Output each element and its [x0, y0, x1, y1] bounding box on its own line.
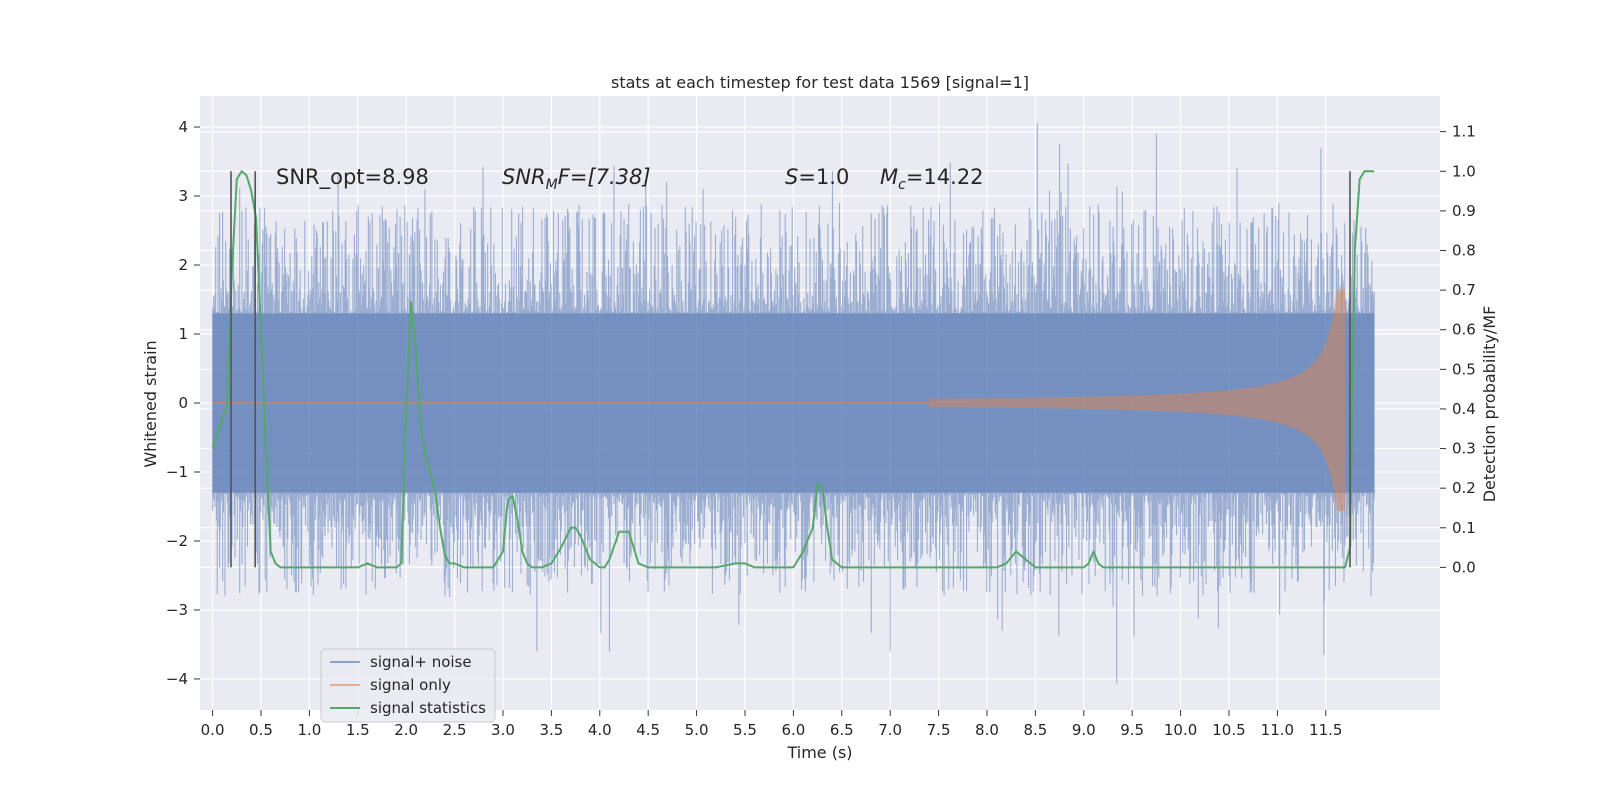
- x-tick-label: 6.5: [830, 721, 854, 739]
- x-tick-label: 10.0: [1164, 721, 1197, 739]
- legend: signal+ noise signal only signal statist…: [320, 648, 496, 723]
- x-tick-label: 11.5: [1309, 721, 1342, 739]
- vertical-markers: [230, 171, 1351, 568]
- annotation-s: S=1.0: [785, 165, 849, 189]
- y-tick-label-right: 0.7: [1452, 281, 1476, 299]
- annotation-mc-subscript: c: [898, 177, 906, 193]
- x-tick-label: 4.0: [588, 721, 612, 739]
- y-tick-label-right: 0.8: [1452, 241, 1476, 259]
- x-tick-label: 10.5: [1212, 721, 1245, 739]
- x-axis-label: Time (s): [786, 743, 852, 762]
- stats-line: [211, 170, 1375, 569]
- x-tick-label: 0.5: [249, 721, 273, 739]
- x-tick-label: 11.0: [1261, 721, 1294, 739]
- annotation-snr-opt: SNR_opt=8.98: [276, 165, 429, 190]
- y-tick-label-right: 0.3: [1452, 440, 1476, 458]
- y-tick-label-right: 0.6: [1452, 321, 1476, 339]
- annotation-snr-mf: SNRMF=[7.38]: [502, 165, 651, 193]
- annotation-mc: Mc=14.22: [880, 165, 984, 193]
- y-tick-label-right: 0.1: [1452, 519, 1476, 537]
- x-tick-label: 1.0: [297, 721, 321, 739]
- y-tick-label-right: 0.0: [1452, 558, 1476, 576]
- annotation-s-value: =1.0: [798, 165, 849, 189]
- y-tick-label: 2: [178, 256, 188, 274]
- y-tick-label: 0: [178, 394, 188, 412]
- x-tick-label: 5.5: [733, 721, 757, 739]
- annotation-snr-mf-subscript: M: [546, 177, 558, 193]
- y-tick-label-right: 0.9: [1452, 202, 1476, 220]
- axis-ticks: 0.0 0.5 1.0 1.5 2.0 2.5 3.0 3.5 4.0 4.5 5.0 5.5 6.0 6…: [166, 118, 1476, 739]
- x-tick-label: 4.5: [636, 721, 660, 739]
- x-tick-label: 9.0: [1072, 721, 1096, 739]
- y-tick-label-right: 0.4: [1452, 400, 1476, 418]
- x-tick-label: 3.5: [539, 721, 563, 739]
- x-tick-label: 8.0: [975, 721, 999, 739]
- x-tick-label: 7.5: [927, 721, 951, 739]
- annotation-mc-value: =14.22: [906, 165, 984, 189]
- y-tick-label: 1: [178, 325, 188, 343]
- y-tick-label: 4: [178, 118, 188, 136]
- legend-label-signal-only: signal only: [370, 676, 451, 694]
- series-signal-statistics: [211, 170, 1375, 569]
- chart-title: stats at each timestep for test data 156…: [611, 73, 1029, 92]
- annotation-mc-symbol: M: [880, 165, 898, 189]
- legend-label-signal-noise: signal+ noise: [370, 653, 472, 671]
- signal-chirp: [928, 289, 1346, 512]
- y-tick-label: −3: [166, 601, 188, 619]
- y-tick-label: −1: [166, 463, 188, 481]
- legend-label-signal-statistics: signal statistics: [370, 699, 486, 717]
- x-tick-label: 2.5: [443, 721, 467, 739]
- x-tick-label: 2.0: [394, 721, 418, 739]
- x-tick-label: 7.0: [878, 721, 902, 739]
- x-tick-label: 6.0: [781, 721, 805, 739]
- y-tick-label: −4: [166, 670, 188, 688]
- y-axis-label-right: Detection probability/MF: [1480, 306, 1499, 503]
- annotation-snr-mf-value: F=[7.38]: [558, 165, 651, 189]
- x-tick-label: 0.0: [201, 721, 225, 739]
- y-tick-label: 3: [178, 187, 188, 205]
- y-tick-label-right: 1.1: [1452, 123, 1476, 141]
- x-tick-label: 1.5: [346, 721, 370, 739]
- legend-box: [320, 648, 496, 723]
- x-tick-label: 5.0: [685, 721, 709, 739]
- x-tick-label: 8.5: [1023, 721, 1047, 739]
- y-tick-label-right: 0.2: [1452, 479, 1476, 497]
- y-tick-label: −2: [166, 532, 188, 550]
- annotations: SNR_opt=8.98 SNRMF=[7.38] S=1.0 Mc=14.22: [276, 165, 984, 193]
- series-signal-only: [212, 289, 1346, 512]
- y-tick-label-right: 0.5: [1452, 360, 1476, 378]
- annotation-snr-mf-symbol: SNR: [502, 165, 546, 189]
- y-axis-label: Whitened strain: [141, 340, 160, 467]
- y-tick-label-right: 1.0: [1452, 162, 1476, 180]
- x-tick-label: 3.0: [491, 721, 515, 739]
- x-tick-label: 9.5: [1120, 721, 1144, 739]
- annotation-s-symbol: S: [785, 165, 798, 189]
